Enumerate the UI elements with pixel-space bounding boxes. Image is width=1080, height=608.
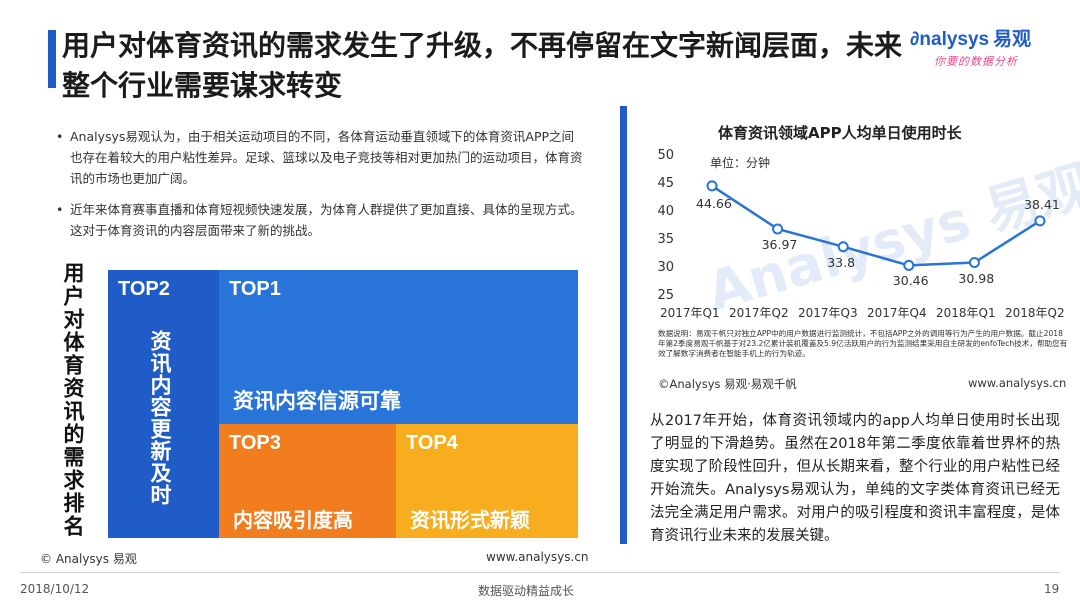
logo-swoosh-icon: ∂ bbox=[910, 29, 920, 50]
data-label: 36.97 bbox=[761, 236, 798, 252]
rank-block-top4: TOP4 资讯形式新颖 bbox=[396, 424, 578, 538]
conclusion-text: 从2017年开始，体育资讯领域内的app人均单日使用时长出现了明显的下滑趋势。虽… bbox=[650, 413, 1060, 544]
usage-line-chart: Analysys 易观 体育资讯领域APP人均单日使用时长 单位：分钟 25 30… bbox=[640, 114, 1080, 394]
data-point bbox=[837, 241, 849, 253]
bullet-item: Analysys易观认为，由于相关运动项目的不同，各体育运动垂直领域下的体育资讯… bbox=[56, 126, 586, 189]
data-label: 44.66 bbox=[696, 195, 732, 211]
vertical-divider bbox=[620, 106, 627, 544]
x-tick-label: 2017年Q3 bbox=[798, 306, 858, 320]
rank-name: 资讯形式新颖 bbox=[410, 508, 530, 532]
page-number: 19 bbox=[1044, 582, 1060, 596]
data-point bbox=[968, 257, 980, 269]
rank-tag: TOP4 bbox=[406, 432, 458, 454]
data-point bbox=[706, 180, 718, 192]
chart-url: www.analysys.cn bbox=[968, 376, 1067, 390]
y-tick-label: 50 bbox=[657, 148, 674, 163]
rank-tag: TOP1 bbox=[229, 278, 281, 300]
insight-bullets: Analysys易观认为，由于相关运动项目的不同，各体育运动垂直领域下的体育资讯… bbox=[56, 126, 586, 251]
data-point bbox=[1034, 215, 1046, 227]
chart-source: ©Analysys 易观·易观千帆 bbox=[658, 377, 797, 391]
data-label: 33.8 bbox=[827, 254, 856, 270]
x-tick-label: 2018年Q1 bbox=[936, 306, 996, 320]
data-label: 38.41 bbox=[1024, 196, 1060, 212]
rank-block-top1: TOP1 资讯内容信源可靠 bbox=[219, 270, 578, 424]
y-tick-label: 25 bbox=[657, 288, 674, 303]
logo-slogan: 你要的数据分析 bbox=[934, 55, 1018, 68]
ranking-url: www.analysys.cn bbox=[486, 550, 589, 564]
x-tick-label: 2017年Q4 bbox=[867, 306, 927, 320]
page-title: 用户对体育资讯的需求发生了升级，不再停留在文字新闻层面，未来整个行业需要谋求转变 bbox=[62, 29, 903, 102]
ranking-vertical-label: 用户对体育资讯的需求排名 bbox=[61, 262, 85, 538]
y-tick-label: 45 bbox=[657, 176, 674, 191]
analysys-logo: ∂nalysys 易观 你要的数据分析 bbox=[910, 24, 1070, 72]
y-tick-label: 40 bbox=[657, 204, 674, 219]
x-tick-label: 2017年Q1 bbox=[660, 306, 720, 320]
rank-name: 资讯内容更新及时 bbox=[148, 330, 172, 506]
x-tick-label: 2017年Q2 bbox=[729, 306, 789, 320]
rank-tag: TOP3 bbox=[229, 432, 281, 454]
footer-date: 2018/10/12 bbox=[20, 582, 90, 596]
title-accent-bar bbox=[48, 30, 56, 88]
ranking-source: © Analysys 易观 bbox=[40, 552, 137, 566]
ranking-diagram: TOP2 资讯内容更新及时 TOP1 资讯内容信源可靠 TOP3 内容吸引度高 … bbox=[108, 270, 578, 538]
rank-name: 资讯内容信源可靠 bbox=[233, 389, 401, 413]
y-tick-label: 30 bbox=[657, 260, 674, 275]
chart-unit: 单位：分钟 bbox=[710, 156, 771, 170]
data-label: 30.98 bbox=[958, 270, 995, 286]
chart-plot bbox=[706, 180, 1046, 271]
rank-block-top2: TOP2 资讯内容更新及时 bbox=[108, 270, 219, 538]
series-line bbox=[711, 184, 1041, 267]
y-tick-label: 35 bbox=[657, 232, 674, 247]
data-label: 30.46 bbox=[892, 273, 929, 289]
footer-slogan: 数据驱动精益成长 bbox=[478, 584, 575, 598]
rank-block-top3: TOP3 内容吸引度高 bbox=[219, 424, 396, 538]
chart-title: 体育资讯领域APP人均单日使用时长 bbox=[718, 124, 962, 142]
rank-tag: TOP2 bbox=[118, 278, 170, 300]
chart-note: 数据说明：易观千帆只对独立APP中的用户数据进行监测统计，不包括APP之外的调用… bbox=[658, 329, 1068, 358]
footer-divider bbox=[20, 572, 1060, 573]
data-point bbox=[903, 259, 915, 271]
rank-name: 内容吸引度高 bbox=[233, 508, 353, 532]
x-tick-label: 2018年Q2 bbox=[1005, 306, 1065, 320]
data-point bbox=[772, 223, 784, 235]
logo-wordmark: ∂nalysys 易观 bbox=[910, 29, 1032, 50]
bullet-item: 近年来体育赛事直播和体育短视频快速发展，为体育人群提供了更加直接、具体的呈现方式… bbox=[56, 199, 586, 241]
